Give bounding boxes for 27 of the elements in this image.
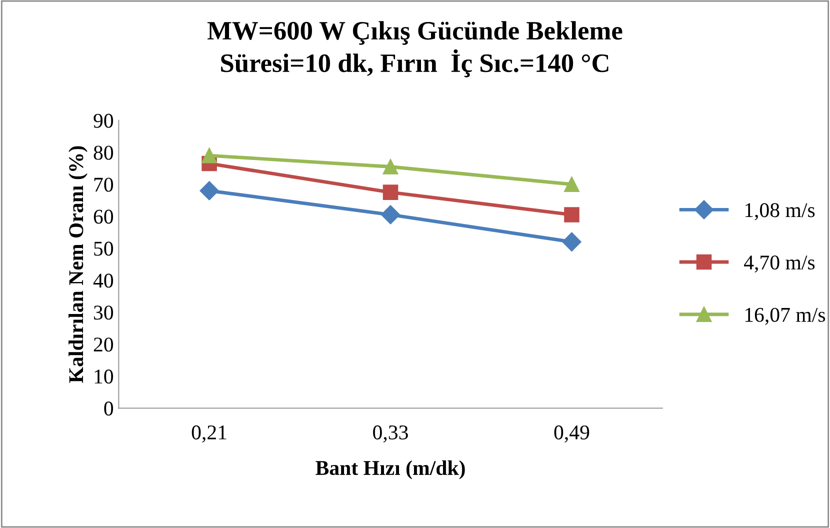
y-tick-label: 20 <box>94 338 114 352</box>
point <box>564 207 580 222</box>
x-tick-label: 0,33 <box>373 425 408 442</box>
x-tick-label: 0,21 <box>192 425 226 442</box>
legend-label: 1,08 m/s <box>745 203 815 220</box>
point <box>380 205 400 224</box>
y-tick-label: 50 <box>94 242 114 256</box>
x-axis-title: Bant Hızı (m/dk) <box>316 460 465 480</box>
y-tick-label: 10 <box>94 370 114 384</box>
y-tick-label: 0 <box>104 402 114 416</box>
y-tick-label: 70 <box>94 178 114 192</box>
y-tick-label: 80 <box>94 146 114 160</box>
y-tick-label: 30 <box>94 306 114 320</box>
point <box>200 181 219 200</box>
point <box>562 232 582 252</box>
point <box>202 148 217 164</box>
y-axis-title: Kaldırılan Nem Oranı (%) <box>68 146 88 383</box>
point <box>382 159 398 174</box>
y-tick-label: 40 <box>93 274 114 288</box>
y-tick-label: 60 <box>94 210 114 224</box>
x-tick-label: 0,49 <box>554 425 590 442</box>
chart-title: MW=600 W Çıkış Gücünde Bekleme Süresi=10 dk, Fırın İç Sıc.=140 °C <box>208 21 622 78</box>
point <box>564 176 580 192</box>
y-tick-label: 90 <box>94 114 114 128</box>
legend-label: 4,70 m/s <box>744 255 815 273</box>
point <box>382 184 398 200</box>
legend-label: 16,07 m/s <box>745 308 826 325</box>
